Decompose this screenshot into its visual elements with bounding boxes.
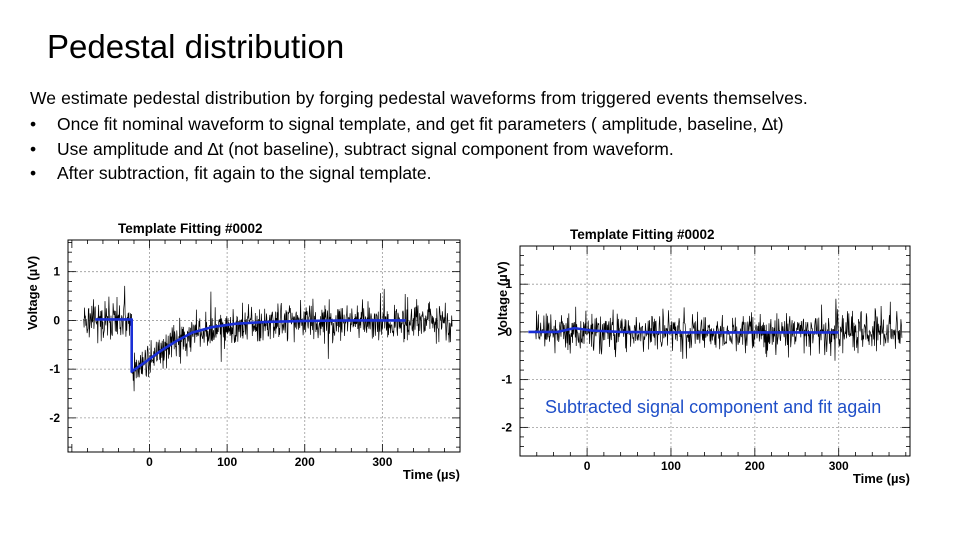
x-tick-label: 300 — [829, 459, 849, 473]
y-tick-label: -1 — [49, 362, 60, 376]
fit-line — [95, 318, 406, 373]
bullet-dot: • — [30, 138, 37, 159]
slide-title: Pedestal distribution — [47, 28, 345, 65]
x-tick-label: 200 — [295, 455, 315, 469]
chart-svg: Template Fitting #0002 Voltage (µV) 0 100 20… — [25, 221, 461, 482]
y-tick-label: -2 — [49, 411, 60, 425]
x-axis-label: Time (µs) — [853, 471, 910, 486]
chart-title: Template Fitting #0002 — [118, 221, 263, 236]
y-tick-label: -2 — [501, 420, 512, 434]
bullet-text: Use amplitude and ∆t (not baseline), sub… — [57, 138, 674, 159]
bullet-text: Once fit nominal waveform to signal temp… — [57, 114, 784, 134]
bullet-list: • Once fit nominal waveform to signal tem… — [30, 112, 784, 186]
x-tick-label: 0 — [584, 459, 591, 473]
y-tick-label: 0 — [505, 325, 512, 339]
plot-frame — [519, 245, 911, 457]
bullet-dot: • — [30, 163, 37, 183]
bullet-text: After subtraction, fit again to the sign… — [57, 163, 432, 183]
bullet-item: • Once fit nominal waveform to signal tem… — [30, 112, 784, 137]
x-tick-label: 300 — [372, 455, 392, 469]
intro-text: We estimate pedestal distribution by for… — [30, 88, 808, 108]
x-tick-label: 200 — [745, 459, 765, 473]
waveform-line — [535, 298, 903, 361]
x-axis-label: Time (µs) — [403, 467, 460, 482]
chart-left: Template Fitting #0002 Voltage (µV) 0 100 20… — [25, 221, 461, 482]
bullet-dot: • — [30, 114, 37, 134]
x-tick-label: 100 — [661, 459, 681, 473]
y-axis-label: Voltage (µV) — [25, 256, 40, 330]
y-tick-label: 1 — [505, 277, 512, 291]
chart-title: Template Fitting #0002 — [570, 227, 715, 242]
fit-line — [528, 326, 839, 334]
bullet-item: • Use amplitude and ∆t (not baseline), su… — [30, 137, 784, 162]
x-tick-label: 100 — [217, 455, 237, 469]
waveform-line — [83, 285, 453, 392]
x-tick-label: 0 — [146, 455, 153, 469]
y-tick-label: -1 — [501, 373, 512, 387]
y-axis-label: Voltage (µV) — [495, 261, 510, 335]
y-tick-label: 1 — [53, 265, 60, 279]
y-tick-label: 0 — [53, 313, 60, 327]
plot-frame — [67, 239, 461, 453]
bullet-item: • After subtraction, fit again to the sig… — [30, 161, 784, 186]
annotation-text: Subtracted signal component and fit agai… — [545, 397, 882, 417]
